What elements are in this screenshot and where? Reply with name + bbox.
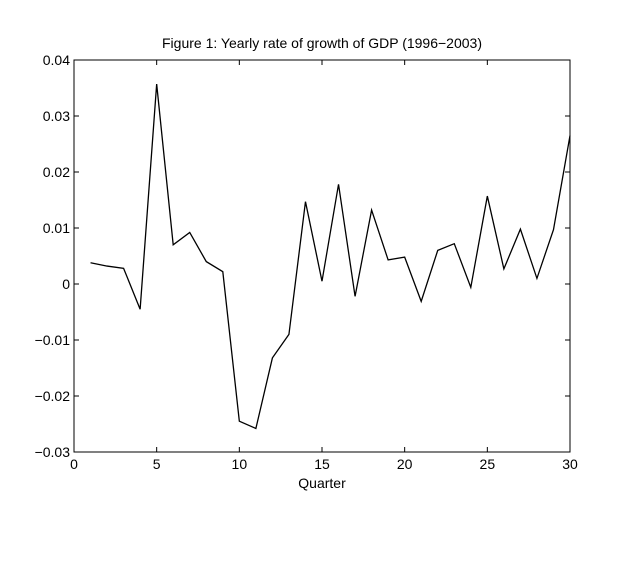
chart-title: Figure 1: Yearly rate of growth of GDP (… — [162, 35, 482, 51]
y-tick-label: −0.01 — [35, 332, 71, 348]
y-tick-label: −0.03 — [35, 444, 71, 460]
y-tick-label: 0.03 — [43, 108, 70, 124]
x-axis-title: Quarter — [298, 475, 346, 491]
y-tick-label: −0.02 — [35, 388, 71, 404]
x-tick-label: 5 — [153, 456, 161, 472]
x-tick-label: 20 — [397, 456, 413, 472]
y-tick-label: 0.04 — [43, 52, 70, 68]
series-line-gdp-growth — [90, 84, 571, 430]
x-axis: 0 5 10 15 20 25 30 — [70, 60, 578, 472]
x-tick-label: 10 — [232, 456, 248, 472]
y-tick-label: 0.02 — [43, 164, 70, 180]
plot-frame — [73, 59, 571, 453]
y-axis: −0.03 −0.02 −0.01 0 0.01 0.02 0.03 0.04 — [35, 52, 570, 460]
y-tick-label: 0.01 — [43, 220, 70, 236]
x-tick-label: 25 — [480, 456, 496, 472]
x-tick-label: 30 — [562, 456, 578, 472]
y-tick-label: 0 — [62, 276, 70, 292]
x-tick-label: 0 — [70, 456, 78, 472]
x-tick-label: 15 — [314, 456, 330, 472]
